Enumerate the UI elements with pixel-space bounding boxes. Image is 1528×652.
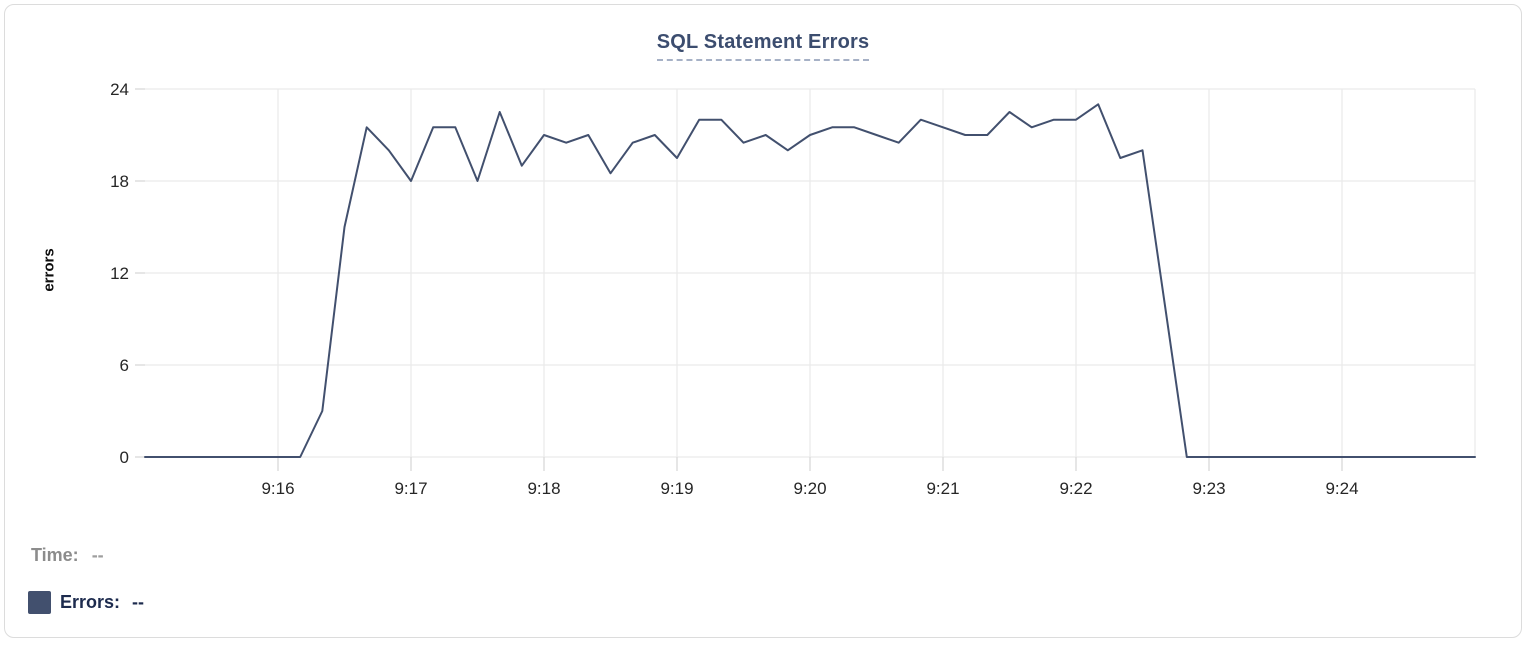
legend-errors-row[interactable]: Errors: -- [28,591,144,614]
errors-series-swatch [28,591,51,614]
x-tick-label: 9:21 [926,479,959,498]
x-tick-label: 9:19 [660,479,693,498]
x-tick-label: 9:24 [1325,479,1358,498]
x-tick-label: 9:17 [394,479,427,498]
errors-series-label: Errors: [60,592,121,612]
y-tick-label: 18 [110,172,129,191]
x-tick-label: 9:22 [1059,479,1092,498]
x-tick-label: 9:20 [793,479,826,498]
tooltip-errors-value: -- [132,592,145,612]
tooltip-time-value: -- [91,545,104,565]
y-tick-label: 6 [120,356,129,375]
errors-line-chart[interactable]: 0 6 12 18 24 9:16 9:17 9:18 9:19 9:20 9:21 9:22 9:23… [5,5,1528,525]
chart-header: SQL Statement Errors [5,31,1521,61]
chart-card: SQL Statement Errors errors 0 6 12 18 24 9:16… [4,4,1522,638]
x-tick-label: 9:18 [527,479,560,498]
errors-series-line[interactable] [144,103,1476,458]
y-tick-label: 0 [120,448,129,467]
x-tick-label: 9:23 [1192,479,1225,498]
chart-title[interactable]: SQL Statement Errors [656,31,870,61]
tooltip-time-label: Time: [31,545,79,565]
y-tick-label: 24 [110,80,129,99]
x-tick-label: 9:16 [261,479,294,498]
y-tick-label: 12 [110,264,129,283]
tooltip-time-row: Time: -- [31,545,104,566]
